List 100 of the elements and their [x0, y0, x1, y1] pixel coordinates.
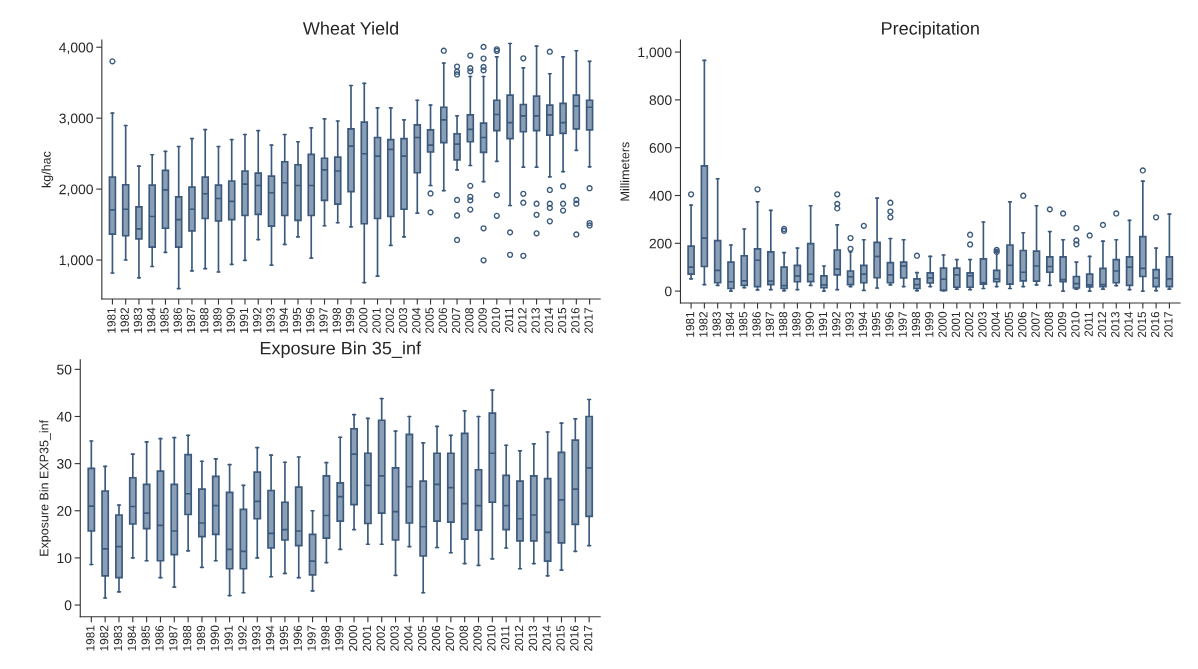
x-tick-label: 2014	[542, 625, 551, 651]
x-tick-label: 1988	[778, 311, 788, 337]
x-tick-label: 1993	[845, 311, 854, 337]
x-tick-label: 2004	[404, 625, 413, 651]
x-tick-label: 1993	[266, 307, 275, 333]
x-tick-label: 2004	[412, 307, 421, 334]
x-tick-label: 1985	[141, 625, 150, 651]
y-tick-label: 200	[649, 238, 672, 249]
x-tick-label: 1997	[898, 311, 907, 337]
y-tick-label: 50	[57, 364, 72, 375]
x-tick-label: 1988	[200, 307, 209, 333]
x-tick-label: 2013	[531, 307, 540, 334]
x-tick-label: 1990	[226, 307, 235, 333]
y-tick-label: 1,000	[59, 255, 93, 267]
x-tick-label: 2014	[544, 307, 553, 334]
x-tick-label: 1999	[925, 311, 934, 337]
y-tick-label: 0	[664, 286, 672, 297]
x-tick-label: 2000	[359, 307, 368, 334]
x-tick-label: 1986	[155, 625, 164, 651]
y-axis-title: kg/hac	[41, 151, 54, 188]
y-tick-label: 2,000	[59, 184, 93, 196]
x-tick-label: 2005	[418, 625, 427, 651]
chart-title: Wheat Yield	[302, 21, 399, 35]
x-tick-label: 2006	[1018, 311, 1027, 338]
x-tick-label: 1994	[265, 625, 275, 651]
x-tick-label: 2009	[473, 625, 482, 651]
y-tick-label: 4,000	[59, 42, 93, 55]
x-tick-label: 1992	[832, 311, 841, 337]
y-tick-label: 0	[64, 600, 72, 611]
x-tick-label: 2011	[500, 625, 510, 650]
x-tick-label: 2015	[557, 307, 567, 334]
y-axis-title: Exposure Bin EXP35_inf	[39, 419, 51, 556]
x-tick-label: 1994	[858, 311, 867, 337]
x-tick-label: 1981	[107, 307, 116, 333]
x-tick-label: 2003	[978, 311, 987, 338]
y-tick-label: 600	[649, 143, 672, 153]
x-tick-label: 2016	[1150, 311, 1160, 338]
x-tick-label: 2009	[478, 307, 487, 334]
x-tick-label: 1996	[293, 625, 302, 651]
x-tick-label: 2004	[991, 311, 1000, 338]
x-tick-label: 1981	[685, 311, 695, 337]
y-axis-title: Millimeters	[620, 142, 630, 201]
x-tick-label: 1985	[739, 311, 748, 337]
x-tick-label: 2013	[1111, 311, 1120, 338]
x-tick-label: 1990	[805, 311, 814, 337]
x-tick-label: 2003	[398, 307, 408, 334]
x-tick-label: 1995	[279, 625, 289, 651]
x-tick-label: 2008	[459, 625, 468, 651]
x-tick-label: 2008	[1044, 311, 1053, 338]
x-tick-label: 1991	[239, 307, 249, 333]
x-tick-label: 2014	[1124, 311, 1133, 338]
x-tick-label: 2000	[938, 311, 947, 338]
x-tick-label: 1983	[133, 307, 143, 333]
x-tick-label: 2001	[362, 625, 372, 651]
x-tick-label: 1996	[885, 311, 894, 337]
x-tick-label: 1987	[169, 625, 178, 651]
x-tick-label: 1981	[86, 625, 95, 651]
x-tick-label: 2006	[438, 307, 447, 334]
y-tick-label: 10	[57, 553, 72, 564]
x-tick-label: 1989	[792, 311, 801, 337]
x-tick-label: 1991	[818, 311, 828, 337]
x-tick-label: 2012	[1097, 311, 1107, 338]
x-tick-label: 2015	[1137, 311, 1146, 338]
x-tick-label: 2012	[518, 307, 527, 334]
x-tick-label: 1983	[712, 311, 721, 337]
x-tick-label: 1996	[306, 307, 315, 333]
x-tick-label: 2010	[487, 625, 496, 651]
x-tick-label: 1997	[307, 625, 316, 651]
x-tick-label: 1982	[699, 311, 708, 337]
x-tick-label: 1997	[319, 307, 328, 333]
y-tick-label: 1,000	[638, 47, 672, 59]
x-tick-label: 1988	[182, 625, 192, 651]
x-tick-label: 1995	[871, 311, 881, 337]
x-tick-label: 1992	[238, 625, 247, 651]
x-tick-label: 1986	[173, 307, 182, 333]
x-tick-label: 1999	[335, 625, 344, 651]
x-tick-label: 2017	[1164, 311, 1173, 338]
y-tick-label: 30	[57, 458, 72, 469]
x-tick-label: 1984	[147, 307, 156, 333]
x-tick-label: 2005	[425, 307, 434, 334]
x-tick-label: 2008	[465, 307, 474, 334]
x-tick-label: 2010	[491, 307, 500, 334]
x-tick-label: 1984	[725, 311, 735, 337]
x-tick-label: 2013	[528, 625, 537, 651]
x-tick-label: 2017	[584, 307, 593, 334]
x-tick-label: 1998	[911, 311, 921, 337]
x-tick-label: 1989	[213, 307, 222, 333]
x-tick-label: 1993	[252, 625, 261, 651]
x-tick-label: 2007	[445, 625, 455, 651]
x-tick-label: 2005	[1004, 311, 1014, 338]
x-tick-label: 2015	[556, 625, 565, 651]
x-tick-label: 2016	[571, 307, 580, 334]
y-tick-label: 800	[649, 95, 672, 106]
x-tick-label: 1985	[160, 307, 169, 333]
x-tick-label: 1994	[279, 307, 288, 333]
x-tick-label: 2011	[1084, 311, 1093, 337]
x-tick-label: 2001	[951, 311, 960, 338]
x-tick-label: 2002	[964, 311, 974, 338]
chart-title: Precipitation	[882, 21, 979, 39]
x-tick-label: 2003	[390, 625, 399, 651]
